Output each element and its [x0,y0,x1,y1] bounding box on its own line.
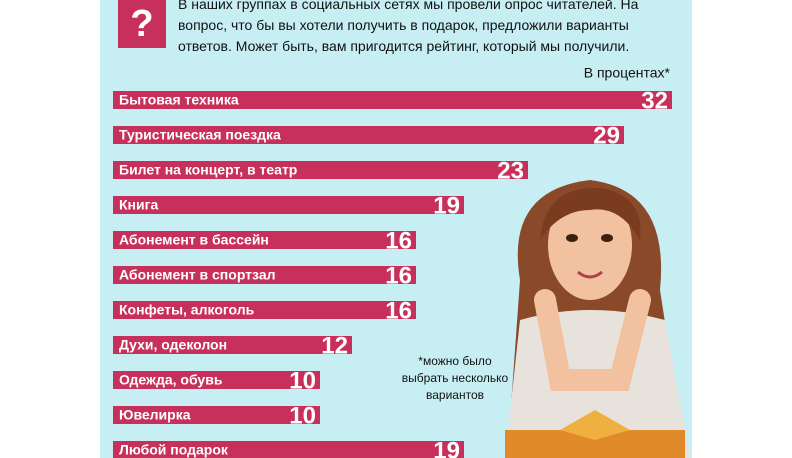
value-label: 19 [433,192,460,219]
category-label: Туристическая поездка [119,127,281,143]
illustration [505,180,690,458]
category-label: Любой подарок [119,442,229,458]
footnote: *можно было выбрать несколько вариантов [402,354,509,402]
category-label: Билет на концерт, в театр [119,162,297,178]
footnote-line: вариантов [426,388,484,402]
value-label: 12 [321,332,348,359]
category-label: Абонемент в бассейн [119,232,269,248]
category-label: Абонемент в спортзал [119,267,276,283]
value-label: 16 [385,262,412,289]
bar [113,161,528,179]
unit-label: В процентах* [584,65,671,81]
value-label: 23 [497,157,524,184]
intro: В наших группах в социальных сетях мы пр… [178,0,639,54]
footnote-line: *можно было [418,354,492,368]
bar [113,336,352,354]
category-label: Бытовая техника [119,92,239,108]
bar [113,196,464,214]
bar [113,231,416,249]
category-label: Духи, одеколон [119,337,227,353]
bar [113,126,624,144]
category-label: Конфеты, алкоголь [119,302,255,318]
bar [113,266,416,284]
value-label: 19 [433,437,460,458]
category-label: Ювелирка [119,407,191,423]
value-label: 16 [385,297,412,324]
bar [113,441,464,458]
value-label: 10 [289,367,316,394]
intro-line: В наших группах в социальных сетях мы пр… [178,0,639,12]
value-label: 29 [593,122,620,149]
bar [113,406,320,424]
bar [113,91,672,109]
footnote-line: выбрать несколько [402,371,509,385]
bars: Бытовая техника 32 Туристическая поездка 29… [113,87,672,458]
icon: ? [130,3,153,45]
bar [113,371,320,389]
intro-line: вопрос, что бы вы хотели получить в пода… [178,17,629,33]
value-label: 16 [385,227,412,254]
value-label: 32 [641,87,668,114]
category-label: Одежда, обувь [119,372,223,388]
icon-box [118,0,166,48]
intro-line: ответов. Может быть, вам пригодится рейт… [178,38,629,54]
category-label: Книга [119,197,158,213]
bar [113,301,416,319]
value-label: 10 [289,402,316,429]
